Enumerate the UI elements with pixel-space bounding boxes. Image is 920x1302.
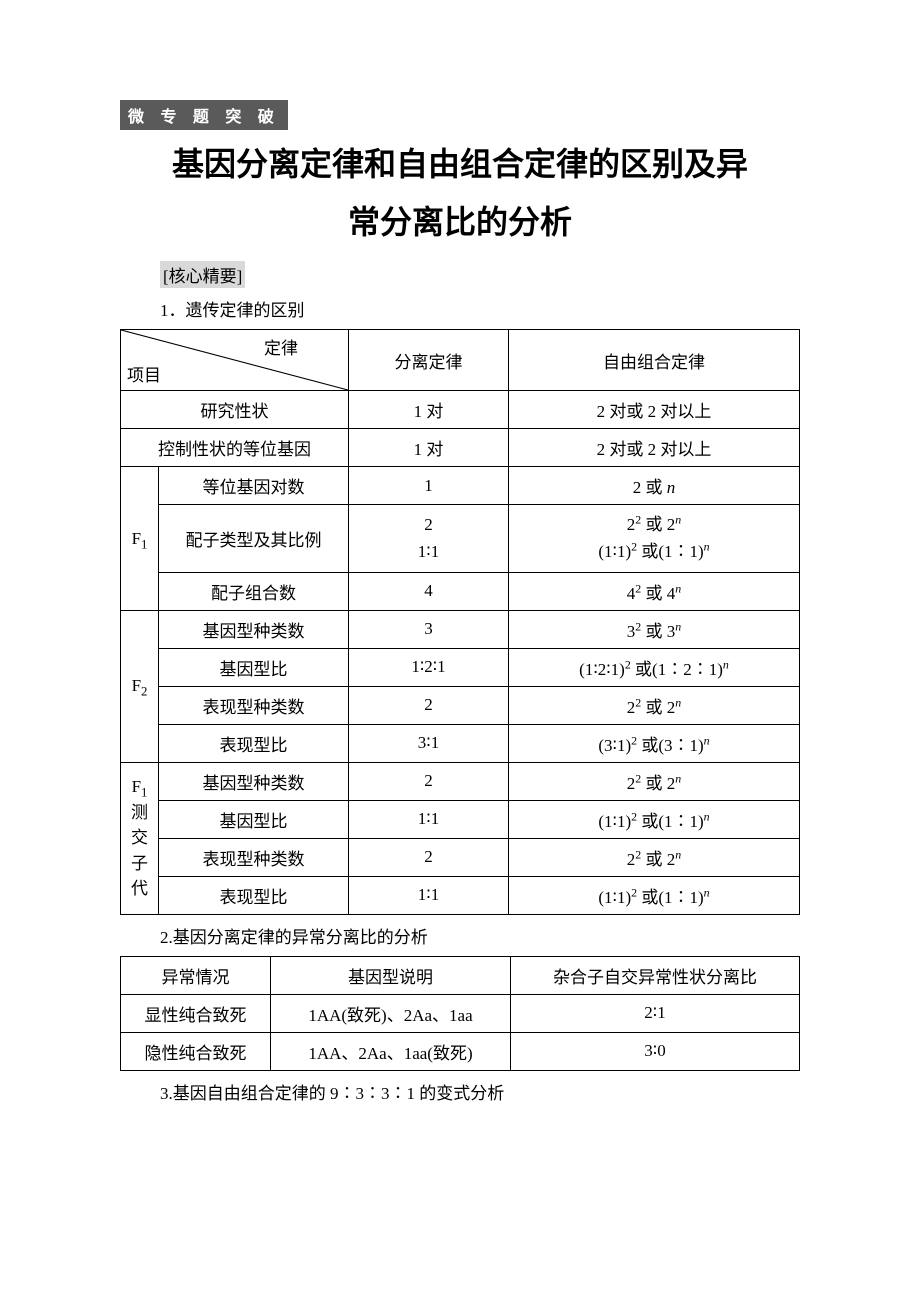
title-line-2: 常分离比的分析	[348, 204, 572, 240]
table-row: F1 测 交 子 代 基因型种类数 2 22 或 2n	[121, 762, 800, 800]
page-container: 微 专 题 突 破 基因分离定律和自由组合定律的区别及异 常分离比的分析 [核心…	[0, 0, 920, 1172]
row-label: 配子组合数	[159, 572, 349, 610]
cell: 32 或 3n	[509, 610, 800, 648]
cell: (1∶1)2 或(1∶1)n	[509, 876, 800, 914]
section-2-heading: 2.基因分离定律的异常分离比的分析	[160, 923, 800, 948]
table-row: 表现型比 3∶1 (3∶1)2 或(3∶1)n	[121, 724, 800, 762]
cell: 1 对	[349, 429, 509, 467]
table-row: F2 基因型种类数 3 32 或 3n	[121, 610, 800, 648]
group-label-testcross: F1 测 交 子 代	[121, 762, 159, 914]
table-row: 异常情况 基因型说明 杂合子自交异常性状分离比	[121, 956, 800, 994]
row-label: 表现型种类数	[159, 686, 349, 724]
diagonal-header-cell: 定律 项目	[121, 330, 349, 391]
row-label: 等位基因对数	[159, 467, 349, 505]
vert-char: 代	[131, 879, 148, 898]
group-label-f2: F2	[121, 610, 159, 762]
vert-char: 子	[131, 854, 148, 873]
row-label: 表现型种类数	[159, 838, 349, 876]
cell: (1∶2∶1)2 或(1∶2∶1)n	[509, 648, 800, 686]
row-label: 基因型种类数	[159, 610, 349, 648]
cell: 1	[349, 467, 509, 505]
table-row: F1 等位基因对数 1 2 或 n	[121, 467, 800, 505]
cell: 42 或 4n	[509, 572, 800, 610]
col-header-2: 自由组合定律	[509, 330, 800, 391]
row-label: 基因型比	[159, 648, 349, 686]
row-label: 控制性状的等位基因	[121, 429, 349, 467]
cell: 4	[349, 572, 509, 610]
row-label: 研究性状	[121, 391, 349, 429]
cell: 22 或 2n	[509, 838, 800, 876]
cell: 2∶1	[511, 994, 800, 1032]
table-row: 研究性状 1 对 2 对或 2 对以上	[121, 391, 800, 429]
cell: 2 对或 2 对以上	[509, 429, 800, 467]
col-header-1: 分离定律	[349, 330, 509, 391]
cell: 1AA(致死)、2Aa、1aa	[271, 994, 511, 1032]
table-row: 配子类型及其比例 21∶1 22 或 2n(1∶1)2 或(1∶1)n	[121, 505, 800, 572]
col-header: 基因型说明	[271, 956, 511, 994]
cell: 22 或 2n	[509, 762, 800, 800]
diag-top-label: 定律	[264, 334, 298, 359]
main-title: 基因分离定律和自由组合定律的区别及异 常分离比的分析	[120, 136, 800, 251]
diag-bottom-label: 项目	[127, 361, 161, 386]
cell: 3	[349, 610, 509, 648]
table-row: 表现型种类数 2 22 或 2n	[121, 686, 800, 724]
badge-topic: 微 专 题 突 破	[120, 100, 288, 130]
cell: 1∶2∶1	[349, 648, 509, 686]
cell: 3∶0	[511, 1032, 800, 1070]
row-label: 表现型比	[159, 724, 349, 762]
cell: 显性纯合致死	[121, 994, 271, 1032]
table-row: 隐性纯合致死 1AA、2Aa、1aa(致死) 3∶0	[121, 1032, 800, 1070]
title-line-1: 基因分离定律和自由组合定律的区别及异	[172, 146, 748, 182]
table-row: 基因型比 1∶2∶1 (1∶2∶1)2 或(1∶2∶1)n	[121, 648, 800, 686]
cell: 3∶1	[349, 724, 509, 762]
row-label: 表现型比	[159, 876, 349, 914]
cell: 2	[349, 686, 509, 724]
cell: 21∶1	[349, 505, 509, 572]
cell: (1∶1)2 或(1∶1)n	[509, 800, 800, 838]
table-row: 配子组合数 4 42 或 4n	[121, 572, 800, 610]
cell: 2	[349, 838, 509, 876]
vert-char: 交	[131, 828, 148, 847]
table-row: 基因型比 1∶1 (1∶1)2 或(1∶1)n	[121, 800, 800, 838]
table-row: 定律 项目 分离定律 自由组合定律	[121, 330, 800, 391]
section-1-heading: 1．遗传定律的区别	[160, 296, 800, 321]
core-summary-label: [核心精要]	[160, 261, 245, 288]
table-row: 表现型比 1∶1 (1∶1)2 或(1∶1)n	[121, 876, 800, 914]
col-header: 异常情况	[121, 956, 271, 994]
section-3-heading: 3.基因自由组合定律的 9∶3∶3∶1 的变式分析	[160, 1079, 800, 1104]
table-row: 控制性状的等位基因 1 对 2 对或 2 对以上	[121, 429, 800, 467]
cell: 22 或 2n(1∶1)2 或(1∶1)n	[509, 505, 800, 572]
cell: 1∶1	[349, 876, 509, 914]
vert-char: 测	[131, 803, 148, 822]
table-1-genetics-laws: 定律 项目 分离定律 自由组合定律 研究性状 1 对 2 对或 2 对以上 控制…	[120, 329, 800, 914]
cell: 2 对或 2 对以上	[509, 391, 800, 429]
cell: 隐性纯合致死	[121, 1032, 271, 1070]
table-row: 显性纯合致死 1AA(致死)、2Aa、1aa 2∶1	[121, 994, 800, 1032]
cell: 1 对	[349, 391, 509, 429]
cell: 2 或 n	[509, 467, 800, 505]
table-2-abnormal-ratio: 异常情况 基因型说明 杂合子自交异常性状分离比 显性纯合致死 1AA(致死)、2…	[120, 956, 800, 1071]
cell: 1∶1	[349, 800, 509, 838]
row-label: 基因型比	[159, 800, 349, 838]
group-label-f1: F1	[121, 467, 159, 610]
cell: 22 或 2n	[509, 686, 800, 724]
col-header: 杂合子自交异常性状分离比	[511, 956, 800, 994]
cell: 1AA、2Aa、1aa(致死)	[271, 1032, 511, 1070]
row-label: 基因型种类数	[159, 762, 349, 800]
cell: 2	[349, 762, 509, 800]
cell: (3∶1)2 或(3∶1)n	[509, 724, 800, 762]
table-row: 表现型种类数 2 22 或 2n	[121, 838, 800, 876]
row-label: 配子类型及其比例	[159, 505, 349, 572]
